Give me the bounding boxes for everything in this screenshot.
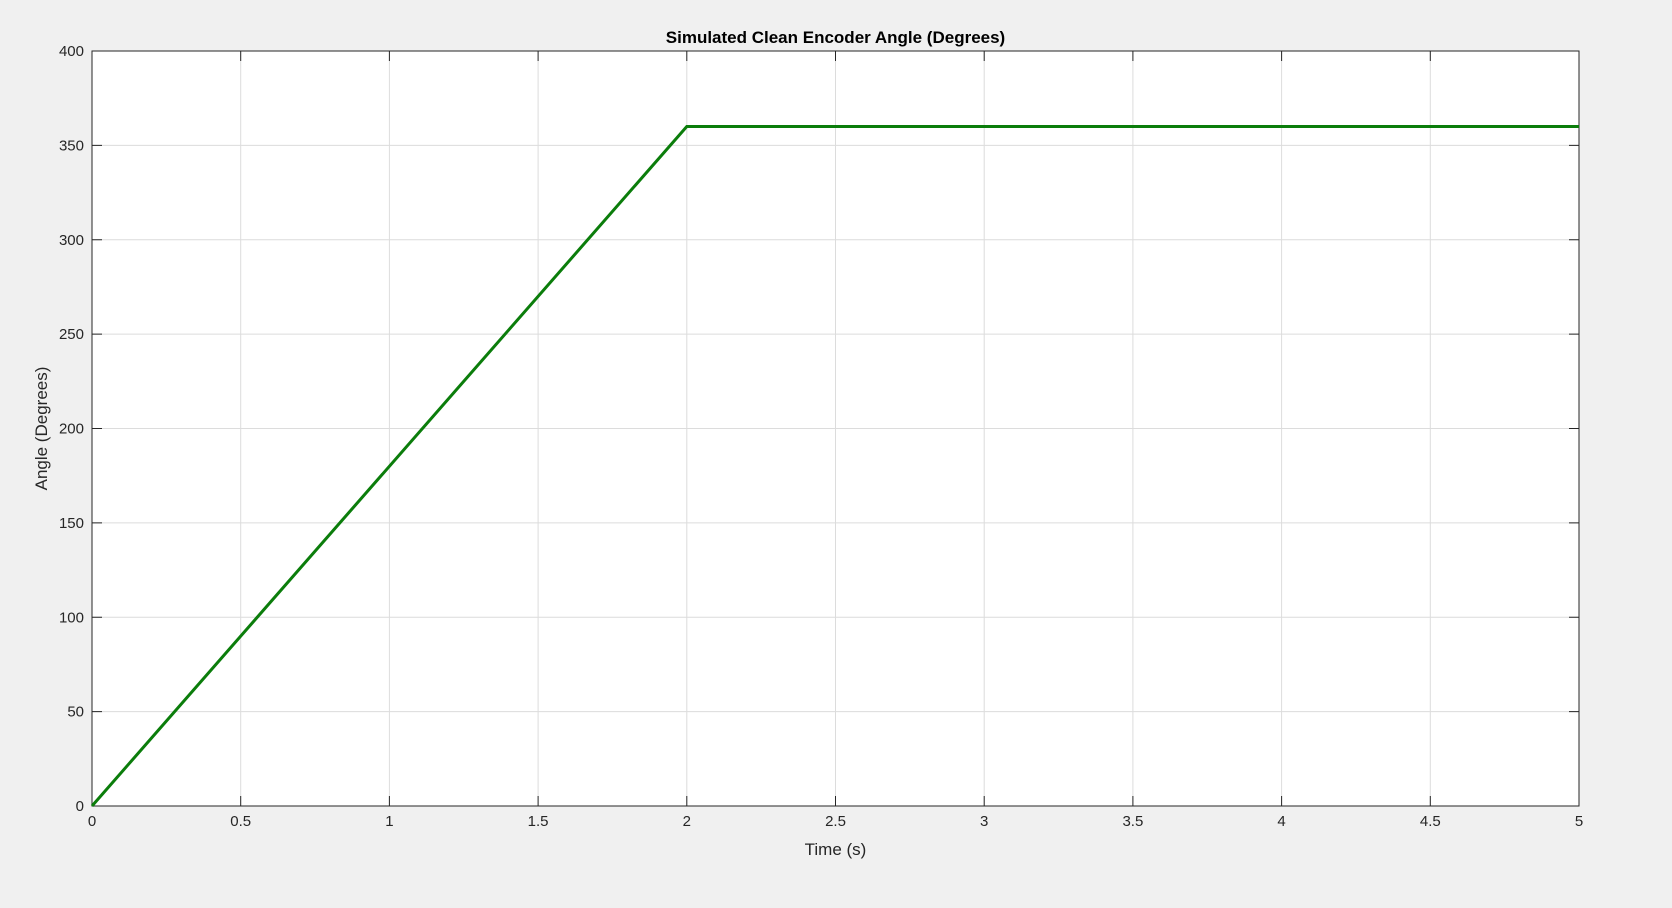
- x-axis-label: Time (s): [805, 840, 867, 859]
- x-tick-label: 2: [683, 813, 691, 830]
- chart-title: Simulated Clean Encoder Angle (Degrees): [666, 28, 1005, 47]
- y-tick-label: 350: [59, 137, 84, 154]
- y-tick-label: 0: [76, 798, 84, 815]
- y-tick-label: 400: [59, 43, 84, 60]
- y-tick-label: 100: [59, 609, 84, 626]
- series-line: [90, 125, 1579, 807]
- axes-box: [91, 50, 1580, 807]
- x-tick-label: 2.5: [825, 813, 846, 830]
- x-tick-label: 5: [1575, 813, 1583, 830]
- y-tick-label: 200: [59, 421, 84, 438]
- y-axis-label: Angle (Degrees): [32, 367, 51, 491]
- x-tick-label: 0.5: [230, 813, 251, 830]
- x-tick-label: 0: [88, 813, 96, 830]
- series-group: [90, 125, 1579, 807]
- x-tick-label: 3.5: [1122, 813, 1143, 830]
- x-tick-label: 1: [385, 813, 393, 830]
- y-tick-label: 50: [67, 704, 84, 721]
- x-tick-label: 3: [980, 813, 988, 830]
- y-tick-label: 300: [59, 232, 84, 249]
- y-tick-label: 150: [59, 515, 84, 532]
- y-tick-labels: 0 50 100 150 200 250 300 350 400: [59, 43, 84, 815]
- x-tick-label: 1.5: [528, 813, 549, 830]
- x-tick-labels: 0 0.5 1 1.5 2 2.5 3 3.5 4 4.5 5: [88, 813, 1583, 830]
- x-tick-label: 4.5: [1420, 813, 1441, 830]
- y-tick-label: 250: [59, 326, 84, 343]
- x-tick-label: 4: [1277, 813, 1285, 830]
